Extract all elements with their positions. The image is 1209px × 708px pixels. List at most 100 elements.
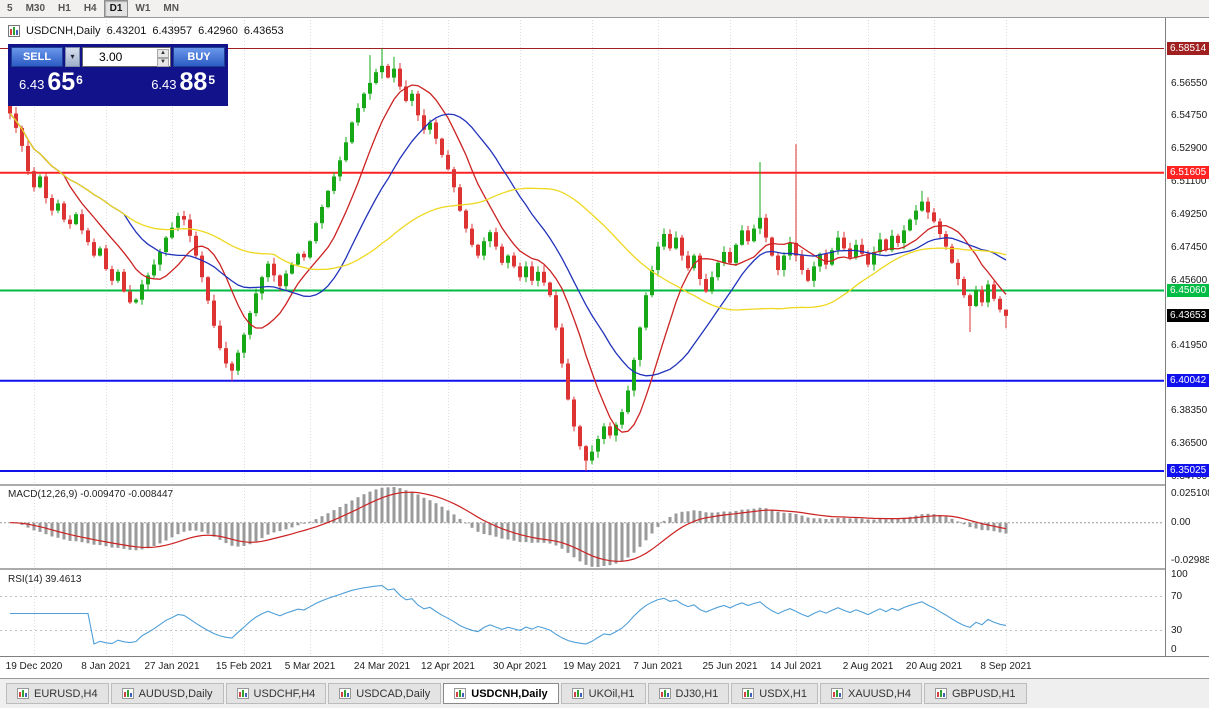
horizontal-level-lines[interactable] [0, 48, 1164, 472]
chart-tab-dj30[interactable]: DJ30,H1 [647, 683, 730, 704]
pane-separator-macd[interactable] [0, 484, 1209, 486]
chart-window: USDCNH,Daily 6.43201 6.43957 6.42960 6.4… [0, 18, 1209, 678]
tab-label: UKOil,H1 [588, 687, 635, 700]
rsi-0-tick: 0 [1171, 644, 1177, 655]
ohlc-low: 6.42960 [198, 25, 238, 37]
date-label: 19 May 2021 [563, 661, 621, 672]
tab-label: AUDUSD,Daily [138, 687, 213, 700]
macd-indicator [0, 487, 1164, 567]
date-label: 2 Aug 2021 [842, 661, 894, 672]
tab-chart-icon [339, 688, 352, 699]
timeframe-button-h4[interactable]: H4 [83, 3, 97, 14]
price-tick: 6.45600 [1171, 274, 1208, 286]
tab-label: DJ30,H1 [675, 687, 719, 700]
price-tick: 6.52900 [1171, 143, 1208, 155]
timeframe-button-w1[interactable]: W1 [135, 3, 151, 14]
chart-tab-eurusd[interactable]: EURUSD,H4 [6, 683, 109, 704]
date-label: 25 Jun 2021 [702, 661, 758, 672]
tab-chart-icon [17, 688, 29, 699]
tab-chart-icon [236, 688, 249, 699]
tab-label: USDCNH,Daily [471, 687, 548, 700]
volume-input[interactable]: 3.00 ▲ ▼ [82, 47, 171, 67]
tab-label: GBPUSD,H1 [951, 687, 1016, 700]
price-tick: 6.54750 [1171, 110, 1208, 122]
price-tick: 6.56550 [1171, 77, 1208, 89]
moving-averages [9, 84, 1007, 433]
timeframe-toolbar: 5 M30 H1 H4 D1 W1 MN [0, 0, 1209, 18]
current-price-badge: 6.43653 [1167, 309, 1209, 323]
ma-mid-blue [9, 113, 1007, 377]
date-label: 19 Dec 2020 [5, 661, 63, 672]
sell-price-pips: 65 [47, 68, 76, 96]
rsi-30-tick: 30 [1171, 624, 1183, 636]
price-axis[interactable]: 6.56550 6.54750 6.52900 6.51100 6.49250 6.474… [1165, 18, 1209, 656]
chart-tabs-bar: EURUSD,H4 AUDUSD,Daily USDCHF,H4 USDCAD,Dai… [0, 678, 1209, 708]
rsi-line [10, 585, 1007, 645]
chart-icon [8, 25, 20, 37]
chart-tab-audusd[interactable]: AUDUSD,Daily [110, 683, 224, 704]
price-tick: 6.51100 [1171, 175, 1207, 187]
rsi-100-tick: 100 [1171, 569, 1188, 580]
candles [8, 48, 1008, 471]
chart-tab-usdx[interactable]: USDX,H1 [731, 683, 818, 704]
volume-value: 3.00 [99, 50, 123, 64]
buy-price: 6.43 88 5 [151, 69, 215, 96]
price-level-badge: 6.35025 [1167, 464, 1209, 478]
price-tick: 6.36500 [1171, 438, 1208, 450]
grid-lines [34, 20, 1007, 656]
date-label: 27 Jan 2021 [144, 661, 200, 672]
buy-price-big: 6.43 [151, 77, 177, 92]
rsi-70-tick: 70 [1171, 590, 1183, 602]
tab-chart-icon [742, 688, 755, 699]
tab-chart-icon [934, 688, 947, 699]
sell-price-point: 6 [76, 73, 83, 87]
chart-title: USDCNH,Daily 6.43201 6.43957 6.42960 6.4… [8, 25, 284, 37]
buy-price-pips: 88 [179, 68, 208, 96]
tab-chart-icon [571, 688, 584, 699]
tab-label: EURUSD,H4 [34, 687, 98, 700]
date-label: 20 Aug 2021 [905, 661, 963, 672]
date-label: 30 Apr 2021 [493, 661, 547, 672]
price-tick: 6.49250 [1171, 209, 1208, 221]
symbol-period-label: USDCNH,Daily [26, 25, 101, 37]
date-label: 8 Sep 2021 [980, 661, 1032, 672]
rsi-indicator [0, 585, 1164, 645]
timeframe-button-m30[interactable]: M30 [25, 3, 46, 14]
timeframe-button-h1[interactable]: H1 [58, 3, 71, 14]
timeframe-button-mn[interactable]: MN [163, 3, 179, 14]
macd-min-tick: -0.029885 [1171, 555, 1209, 566]
macd-zero-tick: 0.00 [1171, 516, 1191, 528]
chart-tab-xauusd[interactable]: XAUUSD,H4 [819, 683, 922, 704]
chart-tab-usdcnh[interactable]: USDCNH,Daily [443, 683, 559, 704]
date-label: 8 Jan 2021 [81, 661, 131, 672]
volume-up-button[interactable]: ▲ [157, 49, 169, 58]
ma-fast-red [9, 84, 1007, 433]
date-label: 12 Apr 2021 [421, 661, 475, 672]
chart-tab-ukoil[interactable]: UKOil,H1 [560, 683, 646, 704]
timeframe-button-d1[interactable]: D1 [103, 0, 129, 17]
chart-tab-gbpusd[interactable]: GBPUSD,H1 [923, 683, 1027, 704]
volume-down-button[interactable]: ▼ [157, 58, 169, 67]
date-axis[interactable]: 19 Dec 2020 8 Jan 2021 27 Jan 2021 15 Feb 2… [0, 656, 1209, 678]
price-level-badge: 6.58514 [1167, 42, 1209, 56]
sell-button[interactable]: SELL [11, 47, 63, 67]
tab-label: USDX,H1 [759, 687, 807, 700]
macd-signal-line [9, 491, 1007, 562]
price-tick: 6.41950 [1171, 340, 1208, 352]
chart-tab-usdchf[interactable]: USDCHF,H4 [225, 683, 327, 704]
date-label: 5 Mar 2021 [284, 661, 336, 672]
volume-dropdown-icon[interactable]: ▾ [65, 47, 80, 67]
pane-separator-rsi[interactable] [0, 568, 1209, 570]
tab-label: USDCHF,H4 [253, 687, 316, 700]
tab-chart-icon [454, 688, 467, 699]
candlestick-chart[interactable] [0, 18, 1165, 658]
timeframe-button-5[interactable]: 5 [7, 3, 13, 14]
rsi-label: RSI(14) 39.4613 [8, 574, 82, 585]
volume-spinner: ▲ ▼ [157, 49, 169, 67]
chart-tab-usdcad[interactable]: USDCAD,Daily [328, 683, 442, 704]
price-level-badge: 6.45060 [1167, 283, 1209, 297]
buy-button[interactable]: BUY [173, 47, 225, 67]
date-label: 24 Mar 2021 [353, 661, 411, 672]
tab-chart-icon [830, 688, 843, 699]
